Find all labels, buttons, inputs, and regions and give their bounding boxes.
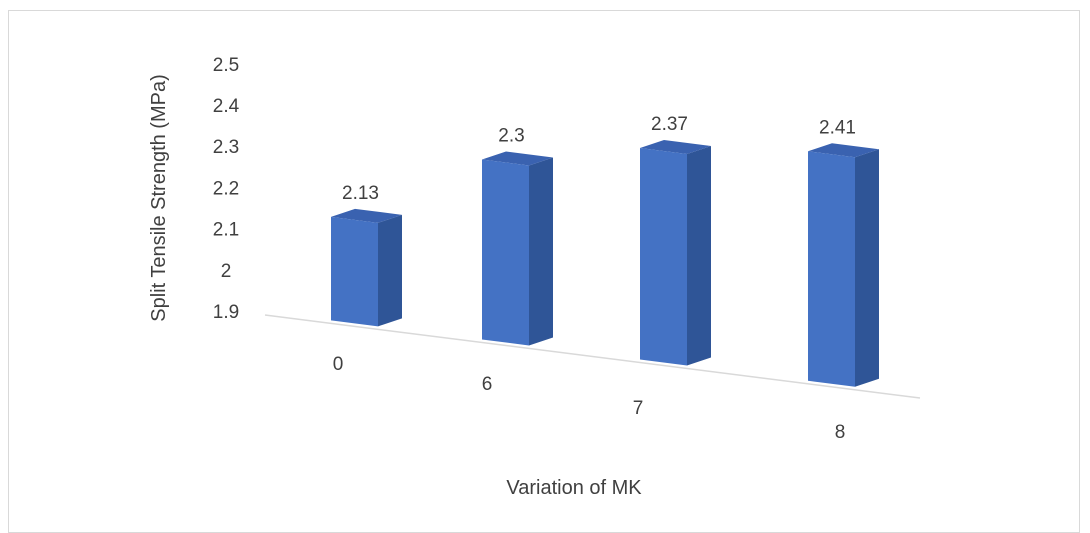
- bar-side-face: [529, 157, 553, 346]
- y-tick-label: 1.9: [213, 302, 239, 323]
- bar-6: [482, 151, 553, 346]
- data-label: 2.37: [651, 114, 688, 135]
- x-axis-floor-line: [264, 314, 921, 399]
- x-tick-label: 0: [333, 354, 344, 375]
- bar-top-face: [482, 151, 553, 166]
- bar-front-face: [640, 148, 687, 366]
- x-tick-label: 8: [835, 422, 846, 443]
- x-tick-label: 7: [633, 398, 644, 419]
- bar-side-face: [378, 214, 402, 327]
- bar-0: [331, 208, 402, 327]
- y-axis-title: Split Tensile Strength (MPa): [148, 74, 170, 322]
- data-label: 2.3: [498, 125, 524, 146]
- x-tick-label: 6: [482, 374, 493, 395]
- data-label: 2.41: [819, 117, 856, 138]
- y-tick-label: 2.1: [213, 220, 239, 241]
- bar-side-face: [855, 149, 879, 387]
- bar-8: [808, 143, 879, 387]
- y-tick-label: 2.2: [213, 178, 239, 199]
- bar-7: [640, 140, 711, 366]
- bar-top-face: [331, 208, 402, 223]
- y-tick-label: 2.5: [213, 55, 239, 76]
- data-label: 2.13: [342, 183, 379, 204]
- bar-top-face: [808, 143, 879, 158]
- bar-front-face: [482, 159, 529, 346]
- bar-top-face: [640, 140, 711, 154]
- x-axis-title: Variation of MK: [506, 477, 642, 499]
- y-tick-label: 2.4: [213, 96, 240, 117]
- bar-front-face: [331, 216, 378, 327]
- y-tick-label: 2.3: [213, 137, 239, 158]
- bar-side-face: [687, 145, 711, 366]
- bar-front-face: [808, 151, 855, 387]
- y-tick-label: 2: [221, 261, 232, 282]
